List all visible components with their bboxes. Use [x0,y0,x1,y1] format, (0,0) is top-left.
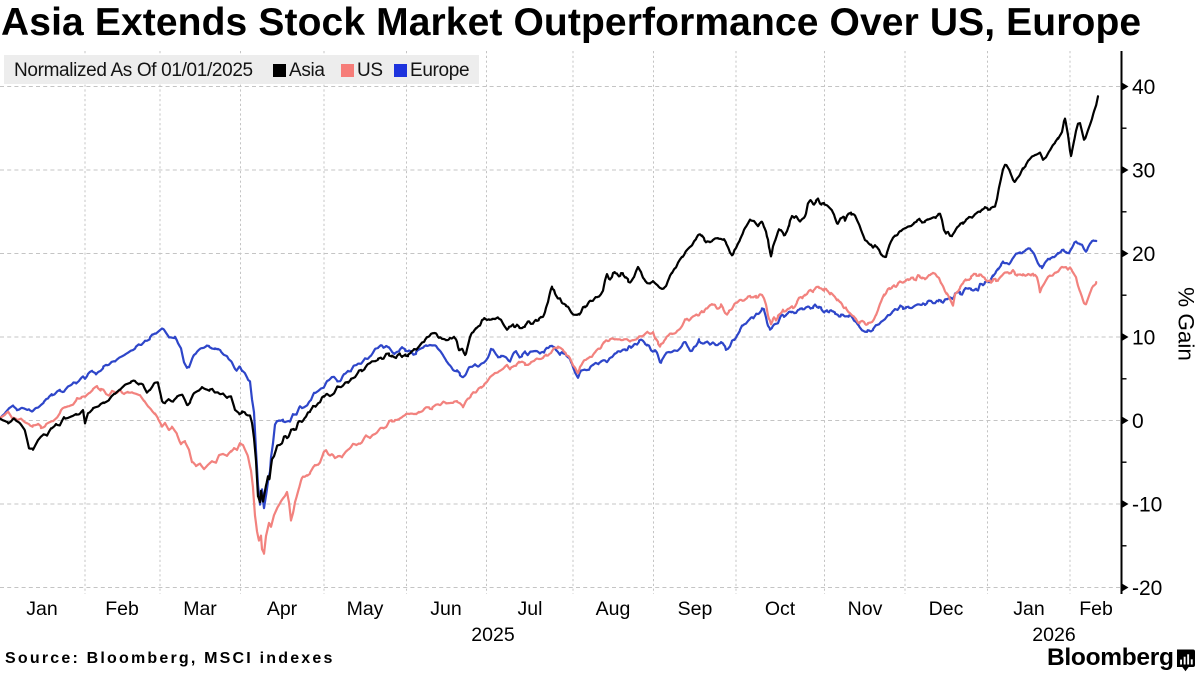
svg-text:Sep: Sep [678,598,713,620]
svg-text:-10: -10 [1132,494,1162,517]
svg-text:Dec: Dec [929,598,964,620]
svg-text:30: 30 [1132,160,1155,183]
svg-text:Oct: Oct [765,598,796,620]
svg-text:Mar: Mar [183,598,217,620]
svg-text:Nov: Nov [848,598,883,620]
svg-text:Apr: Apr [267,598,298,620]
svg-text:Jun: Jun [430,598,461,620]
svg-text:10: 10 [1132,327,1155,350]
svg-text:Feb: Feb [1079,598,1113,620]
svg-text:Feb: Feb [105,598,139,620]
svg-text:May: May [347,598,384,620]
svg-text:Jan: Jan [26,598,57,620]
svg-text:Jan: Jan [1013,598,1044,620]
svg-text:20: 20 [1132,243,1155,266]
svg-text:-20: -20 [1132,577,1162,600]
svg-text:Aug: Aug [596,598,631,620]
svg-text:0: 0 [1132,410,1144,433]
svg-text:2026: 2026 [1032,624,1075,646]
svg-text:40: 40 [1132,76,1155,99]
svg-text:% Gain: % Gain [1174,287,1199,361]
svg-text:2025: 2025 [471,624,515,646]
svg-text:Jul: Jul [518,598,543,620]
